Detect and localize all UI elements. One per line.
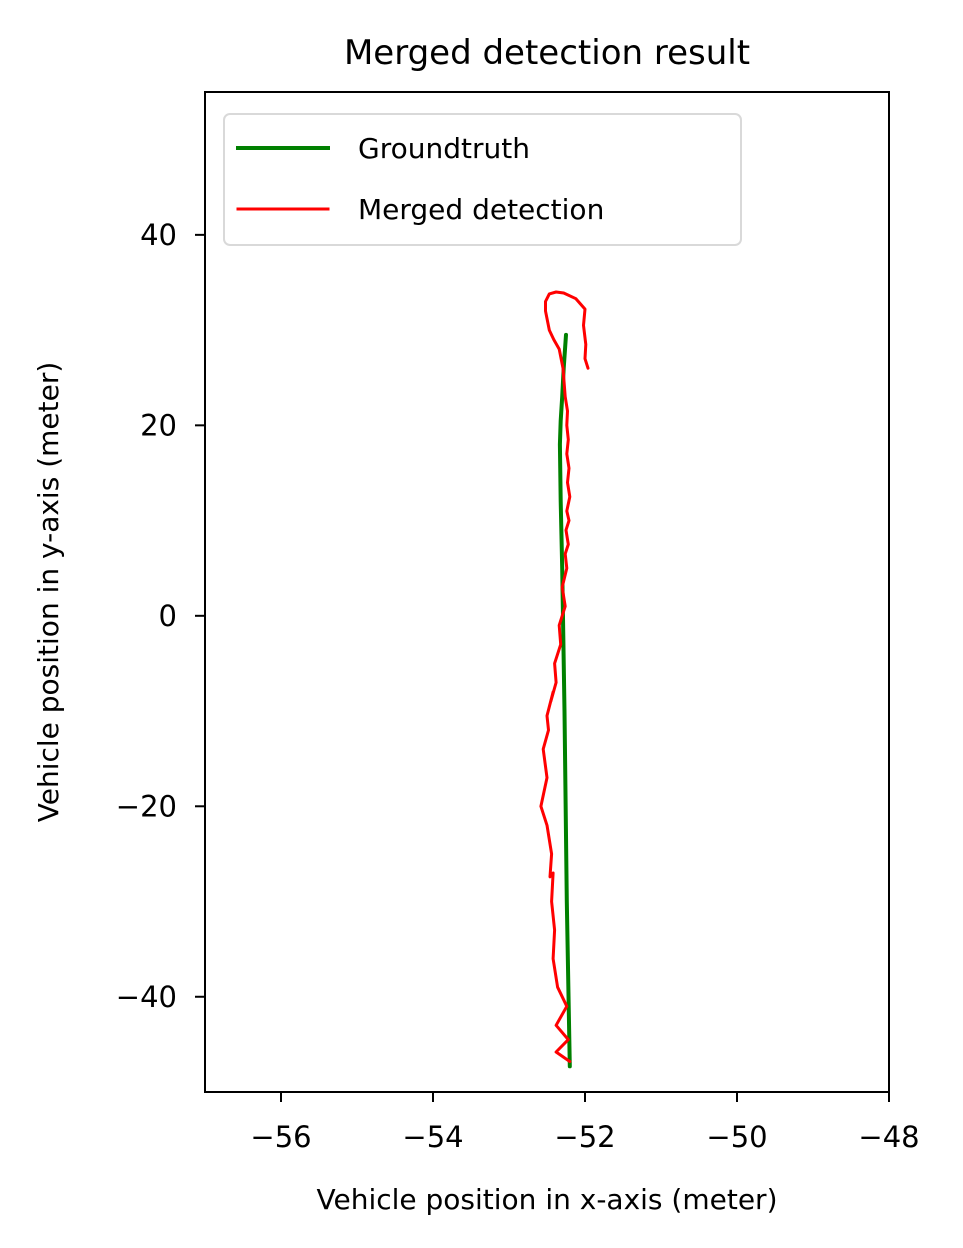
chart-title: Merged detection result: [344, 33, 750, 73]
legend-box: [223, 113, 742, 246]
x-tick-label: −54: [402, 1120, 463, 1154]
merged-detection-series-line: [539, 290, 590, 1063]
x-axis-label: Vehicle position in x-axis (meter): [316, 1183, 777, 1216]
plot-frame: [204, 91, 890, 1093]
y-tick-label: −20: [116, 789, 177, 823]
series-group: [539, 290, 590, 1069]
y-tick-label: 20: [140, 408, 177, 442]
y-axis-label: Vehicle position in y-axis (meter): [32, 362, 65, 823]
legend-group: Groundtruth Merged detection: [223, 113, 742, 246]
x-tick-label: −56: [250, 1120, 311, 1154]
y-tick-label: 40: [140, 218, 177, 252]
y-tick-label: 0: [159, 599, 177, 633]
ticks-group: −56 −54 −52 −50 −48 −40 −20 0 20 40: [116, 218, 920, 1154]
legend-merged-detection-label: Merged detection: [358, 193, 604, 226]
x-tick-label: −50: [706, 1120, 767, 1154]
x-tick-label: −48: [858, 1120, 919, 1154]
plot-group: [204, 91, 890, 1093]
y-tick-label: −40: [116, 980, 177, 1014]
legend-groundtruth-label: Groundtruth: [358, 132, 530, 165]
x-tick-label: −52: [554, 1120, 615, 1154]
